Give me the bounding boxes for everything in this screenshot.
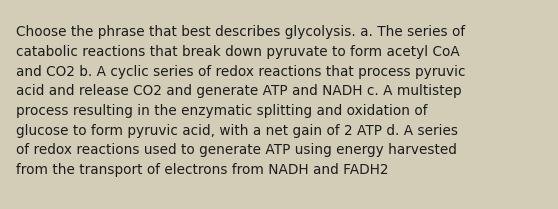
Text: Choose the phrase that best describes glycolysis. a. The series of
catabolic rea: Choose the phrase that best describes gl… (16, 25, 465, 177)
